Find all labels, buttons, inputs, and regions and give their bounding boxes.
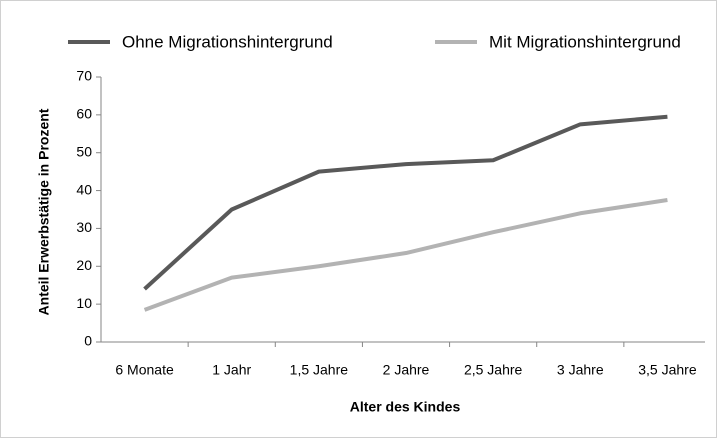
x-tick-label: 3 Jahre bbox=[557, 362, 604, 378]
y-tick-label: 30 bbox=[76, 219, 92, 235]
y-tick-label: 70 bbox=[76, 68, 92, 84]
x-tick-label: 3,5 Jahre bbox=[638, 362, 697, 378]
x-tick-label: 1 Jahr bbox=[212, 362, 251, 378]
series-line bbox=[143, 198, 668, 312]
x-tick-label: 1,5 Jahre bbox=[290, 362, 349, 378]
x-axis-label: Alter des Kindes bbox=[350, 399, 461, 415]
y-tick-label: 60 bbox=[76, 106, 92, 122]
series-line bbox=[143, 114, 668, 291]
y-tick-label: 50 bbox=[76, 143, 92, 159]
y-tick-label: 0 bbox=[84, 333, 92, 349]
x-tick-label: 2,5 Jahre bbox=[464, 362, 523, 378]
y-tick-label: 40 bbox=[76, 181, 92, 197]
legend-label: Ohne Migrationshintergrund bbox=[122, 32, 333, 51]
legend-label: Mit Migrationshintergrund bbox=[489, 32, 681, 51]
y-tick-label: 20 bbox=[76, 257, 92, 273]
y-axis-label: Anteil Erwerbstätige in Prozent bbox=[36, 108, 52, 315]
x-tick-label: 2 Jahre bbox=[383, 362, 430, 378]
y-tick-label: 10 bbox=[76, 295, 92, 311]
x-tick-label: 6 Monate bbox=[115, 362, 174, 378]
